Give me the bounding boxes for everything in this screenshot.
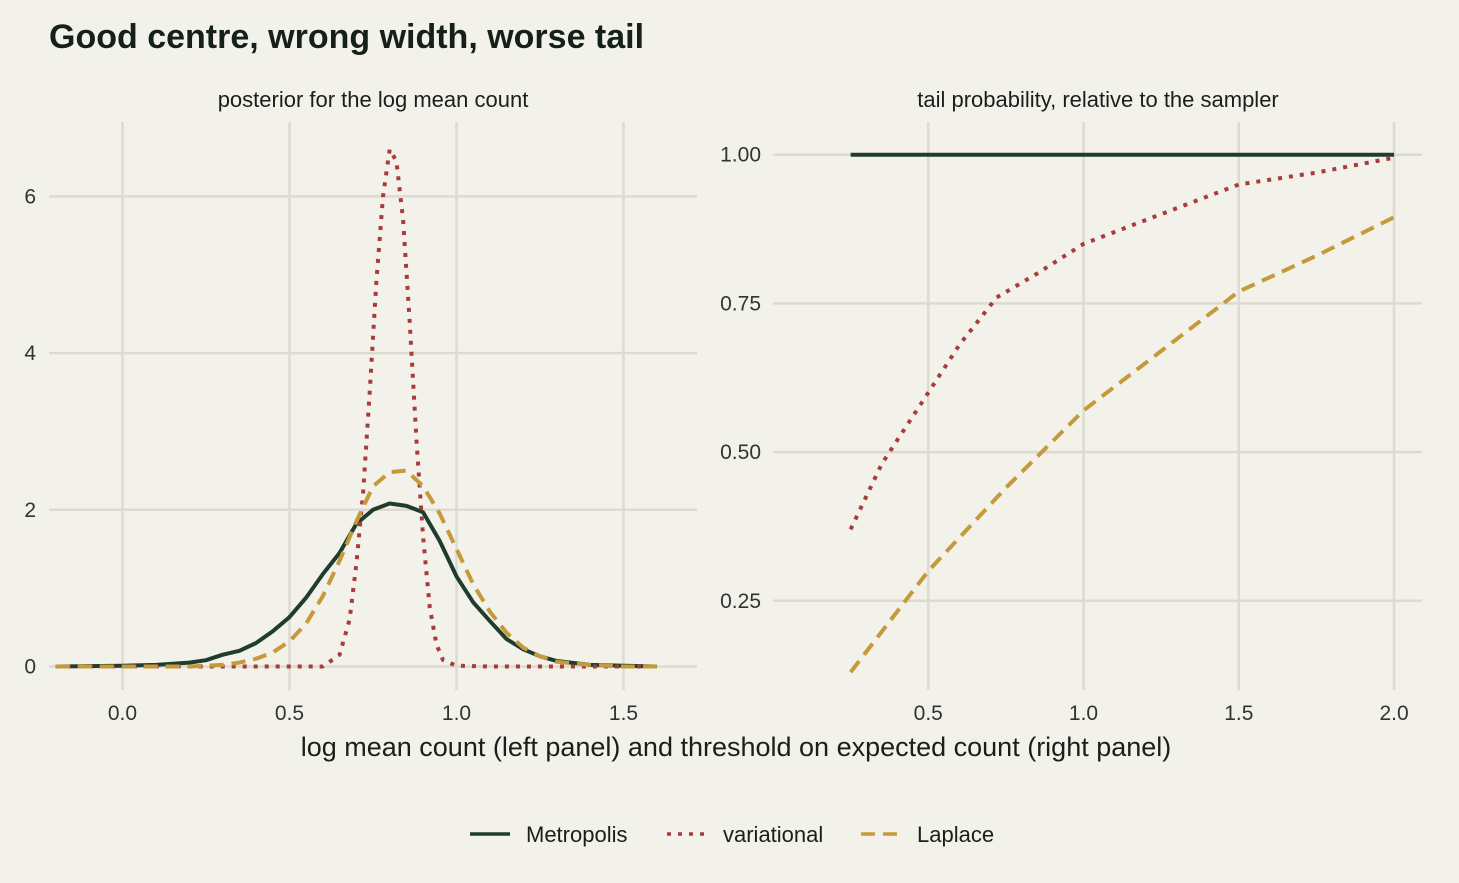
panel-left-density: posterior for the log mean count 0.0 0.5 1… (24, 87, 697, 725)
right-y-tick-label: 0.25 (720, 590, 761, 613)
right-y-tick-label: 0.75 (720, 292, 761, 315)
right-series-laplace (849, 215, 1395, 674)
left-y-tick-label: 4 (24, 342, 36, 365)
right-x-tick-label: 0.5 (914, 702, 943, 725)
legend: Metropolis variational Laplace (470, 822, 994, 847)
legend-label-variational: variational (723, 822, 823, 847)
left-x-tick-label: 1.0 (442, 702, 471, 725)
panel-right-title: tail probability, relative to the sample… (917, 87, 1279, 112)
legend-item-variational: variational (667, 822, 823, 847)
left-y-tick-label: 0 (24, 655, 36, 678)
left-x-tick-label: 0.0 (108, 702, 137, 725)
x-axis-label: log mean count (left panel) and threshol… (301, 732, 1172, 762)
right-x-tick-label: 1.0 (1069, 702, 1098, 725)
left-y-tick-label: 2 (24, 499, 36, 522)
right-series-variational (848, 155, 1395, 531)
right-x-tick-label: 2.0 (1379, 702, 1408, 725)
right-y-tick-label: 0.50 (720, 441, 761, 464)
left-series-metropolis (55, 501, 657, 669)
chart-title: Good centre, wrong width, worse tail (49, 18, 644, 56)
right-x-tick-label: 1.5 (1224, 702, 1253, 725)
right-y-tick-label: 1.00 (720, 144, 761, 167)
panel-right-y-ticks: 0.25 0.50 0.75 1.00 (720, 144, 761, 613)
panel-left-x-ticks: 0.0 0.5 1.0 1.5 (108, 702, 638, 725)
left-series-laplace (55, 468, 657, 669)
panel-right-tail-probability: tail probability, relative to the sample… (720, 87, 1422, 725)
legend-item-laplace: Laplace (861, 822, 994, 847)
legend-label-metropolis: Metropolis (526, 822, 627, 847)
panel-right-grid (773, 122, 1422, 690)
left-series-variational (55, 147, 657, 669)
panel-left-series (55, 147, 657, 669)
left-y-tick-label: 6 (24, 185, 36, 208)
legend-item-metropolis: Metropolis (470, 822, 627, 847)
panel-left-title: posterior for the log mean count (218, 87, 529, 112)
left-x-tick-label: 0.5 (275, 702, 304, 725)
left-x-tick-label: 1.5 (609, 702, 638, 725)
legend-label-laplace: Laplace (917, 822, 994, 847)
panel-right-x-ticks: 0.5 1.0 1.5 2.0 (914, 702, 1409, 725)
panel-left-y-ticks: 0 2 4 6 (24, 185, 36, 678)
panel-right-series (848, 152, 1395, 674)
